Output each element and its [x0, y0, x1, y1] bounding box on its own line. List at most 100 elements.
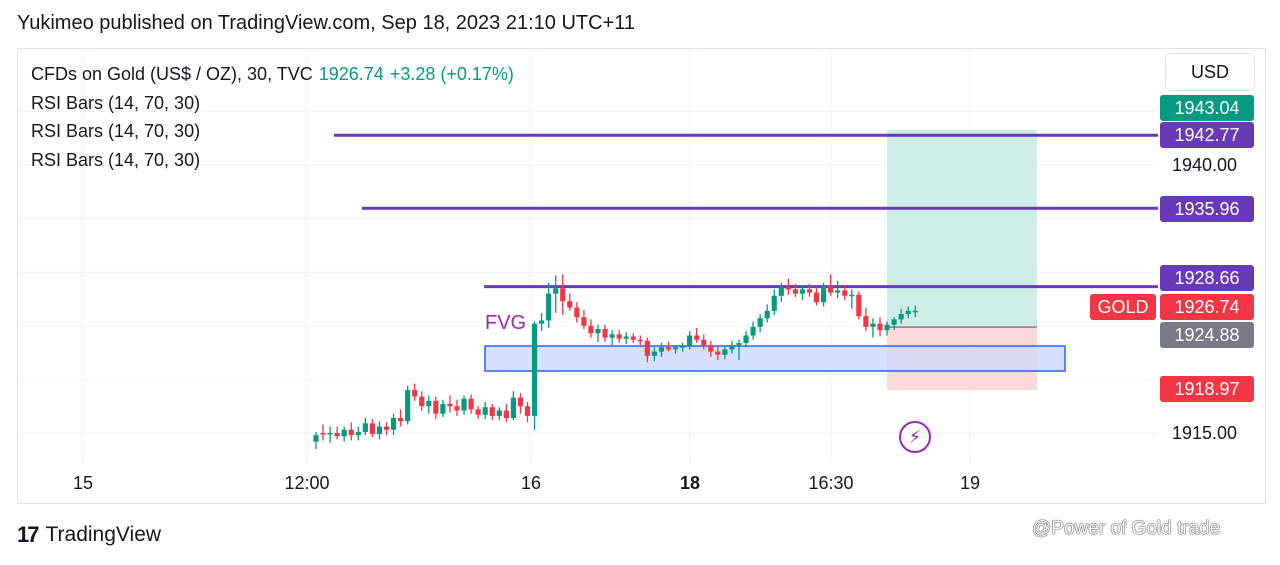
candle-body [553, 288, 559, 294]
candle-body [644, 340, 650, 356]
candle-body [884, 324, 890, 331]
currency-button[interactable]: USD [1165, 53, 1255, 91]
x-tick-label: 15 [72, 473, 94, 493]
candle-body [355, 431, 361, 436]
candle-body [870, 323, 876, 327]
fvg-zone [484, 345, 1066, 372]
candle-body [531, 323, 538, 416]
candle-body [891, 319, 897, 325]
candles [313, 274, 918, 450]
candle-body [320, 433, 326, 435]
candle-body [799, 289, 806, 294]
candle-body [792, 289, 798, 294]
candle-body [757, 318, 763, 327]
candle-body [701, 339, 707, 346]
price-label-last: 1926.74 [1160, 294, 1254, 320]
candle-body [877, 323, 883, 331]
candle-body [729, 345, 735, 350]
price-label-entry: 1924.88 [1160, 322, 1254, 348]
candle-body [778, 287, 784, 296]
candle-body [821, 286, 827, 303]
candle-body [764, 310, 770, 319]
candle-body [489, 407, 495, 416]
candle-body [722, 349, 728, 355]
publish-header: Yukimeo published on TradingView.com, Se… [17, 12, 635, 34]
candle-body [574, 307, 580, 318]
y-tick-label: 1940.00 [1172, 155, 1238, 175]
fvg-label: FVG [485, 312, 527, 334]
candle-body [348, 429, 354, 436]
candle-body [560, 288, 566, 302]
candle-body [743, 335, 749, 343]
candle-body [602, 329, 608, 338]
candle-body [539, 320, 545, 324]
candle-body [524, 406, 531, 416]
candle-body [863, 316, 869, 327]
candle-body [588, 325, 594, 334]
legend-indicator[interactable]: RSI Bars (14, 70, 30) [31, 121, 201, 141]
candle-body [813, 292, 820, 303]
price-label-level: 1942.77 [1160, 122, 1254, 148]
candle-body [806, 289, 813, 293]
candle-body [672, 347, 679, 350]
candle-body [362, 423, 368, 432]
lightning-icon[interactable]: ⚡ [899, 421, 931, 453]
candle-body [369, 423, 375, 435]
candle-body [405, 390, 411, 422]
candle-body [665, 347, 672, 350]
candle-body [623, 336, 629, 339]
tradingview-logo[interactable]: 17 TradingView [17, 522, 161, 548]
candle-body [658, 347, 665, 352]
candle-body [510, 397, 516, 418]
candle-body [454, 406, 460, 411]
candle-body [581, 317, 587, 326]
grid [18, 49, 1156, 462]
candle-body [637, 339, 643, 342]
candle-body [390, 417, 397, 430]
candle-body [898, 314, 904, 320]
candle-body [426, 400, 432, 407]
x-tick-label: 16:30 [808, 473, 854, 493]
watermark: @Power of Gold trade [1032, 518, 1221, 539]
candle-body [376, 426, 383, 435]
candle-body [694, 335, 700, 340]
y-tick-label: 1915.00 [1172, 423, 1238, 443]
candle-body [313, 435, 319, 442]
candle-body [419, 396, 425, 407]
candle-body [616, 334, 622, 339]
candle-body [835, 290, 841, 293]
candle-body [567, 301, 573, 308]
candle-body [912, 310, 918, 313]
legend-indicator[interactable]: RSI Bars (14, 70, 30) [31, 149, 201, 170]
candle-body [461, 398, 467, 411]
price-label-stop: 1918.97 [1160, 376, 1254, 402]
candle-body [517, 397, 524, 407]
candle-body [341, 429, 347, 437]
candle-body [651, 351, 657, 356]
candle-body [785, 287, 791, 290]
candle-body [828, 286, 834, 293]
candle-body [482, 407, 488, 415]
gold-tag: GOLD [1090, 294, 1156, 320]
candle-body [687, 335, 693, 347]
candle-body [905, 310, 911, 315]
candle-body [546, 293, 552, 321]
target-zone [887, 130, 1037, 326]
price-label-level: 1928.66 [1160, 265, 1254, 291]
candle-body [496, 410, 502, 416]
tv-logo-icon: 17 [17, 522, 40, 547]
candle-body [327, 433, 333, 435]
candle-body [475, 409, 481, 415]
x-tick-label: 18 [679, 473, 701, 493]
candle-body [433, 400, 439, 414]
candle-body [842, 290, 848, 296]
candle-body [447, 404, 453, 407]
candle-body [468, 398, 474, 410]
candle-body [750, 326, 756, 336]
legend-indicator[interactable]: RSI Bars (14, 70, 30) [31, 92, 201, 113]
candle-body [736, 342, 742, 346]
candle-body [715, 351, 721, 355]
candle-body [771, 295, 777, 311]
brand-name: TradingView [45, 523, 162, 546]
